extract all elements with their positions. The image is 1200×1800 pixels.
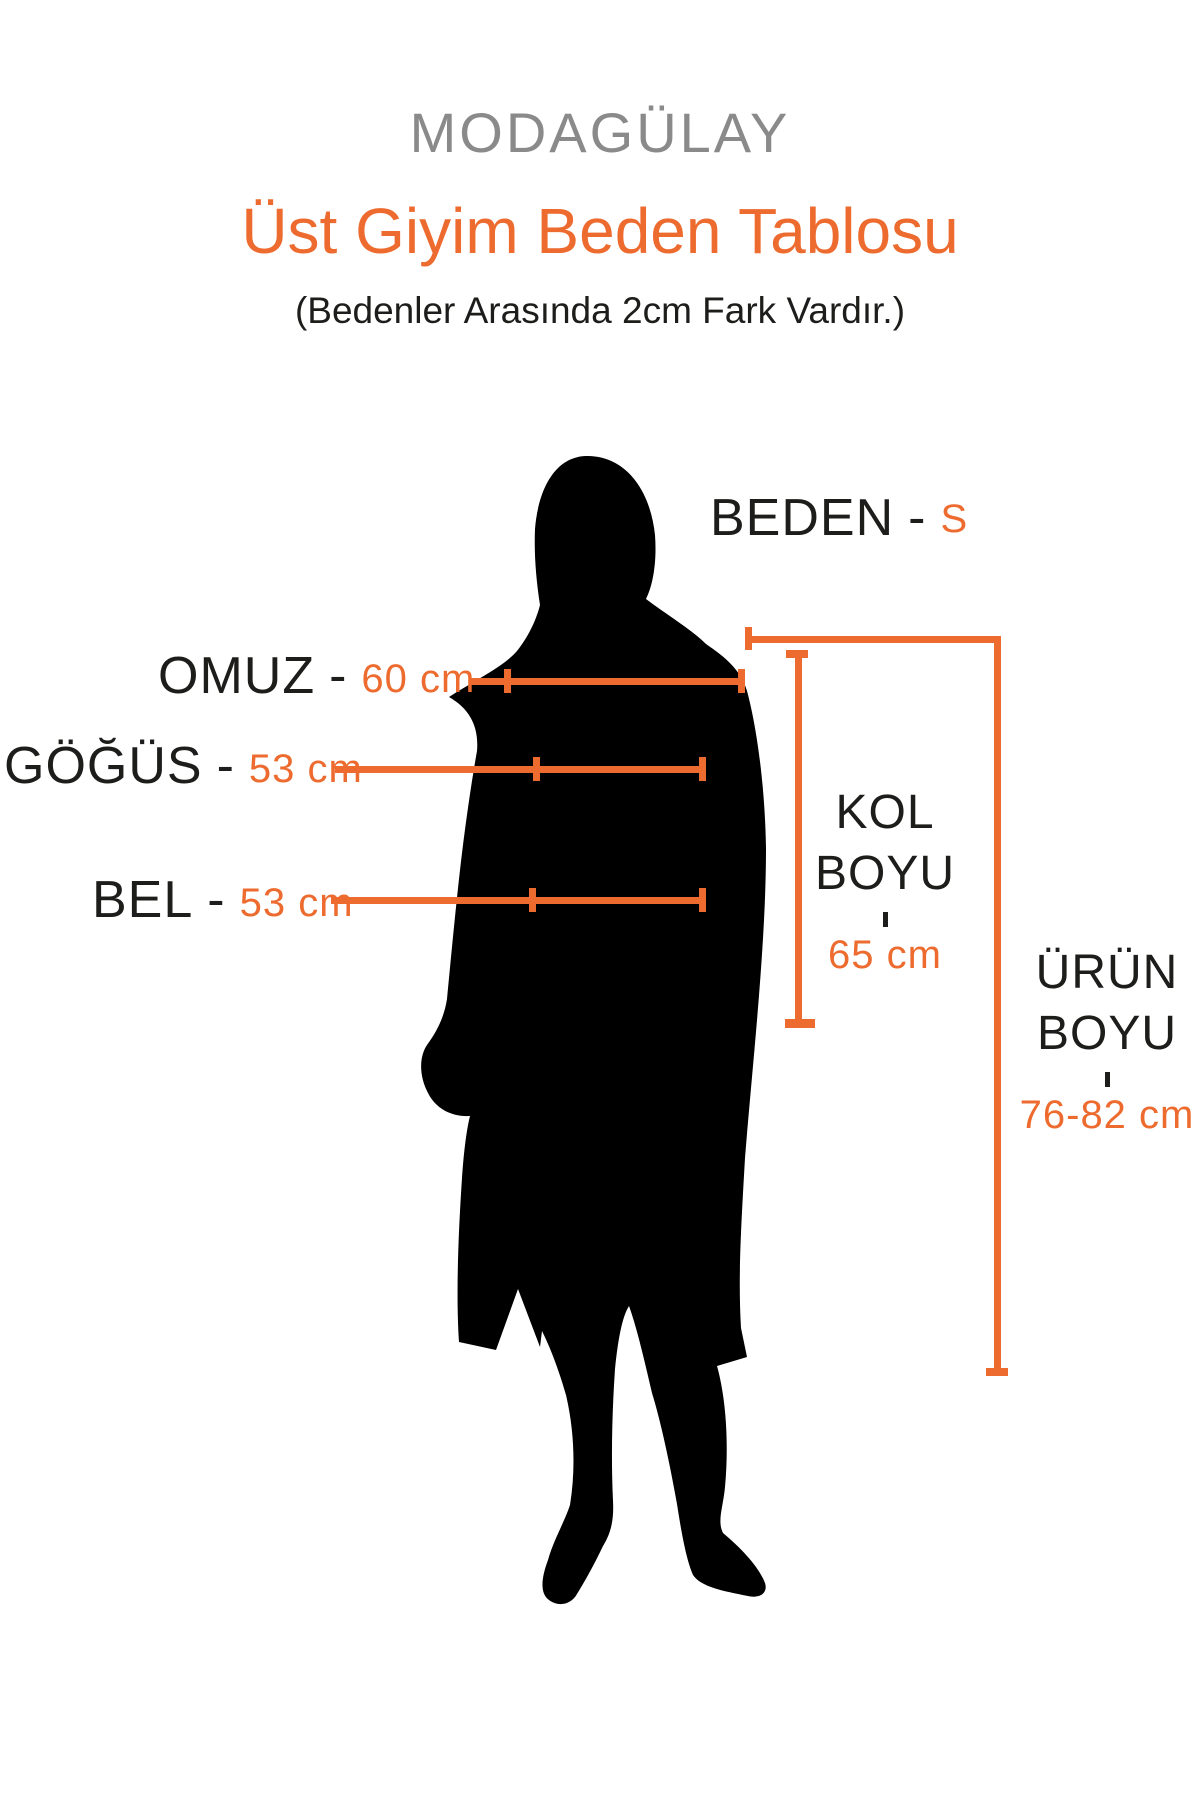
gogus-measure-line (335, 766, 706, 773)
page-title: Üst Giyim Beden Tablosu (241, 195, 959, 267)
size-label: BEDEN (710, 489, 895, 547)
omuz-measure-line (470, 678, 745, 685)
brand-logo: MODAGÜLAY (409, 101, 791, 164)
bel-separator: - (207, 871, 226, 929)
urun-boyu-bottom-bar (986, 1368, 1008, 1376)
urun-boyu-label-line2: BOYU (1036, 1007, 1178, 1060)
urun-boyu-dash (1104, 1072, 1110, 1087)
measure-row-omuz: OMUZ - 60 cm (158, 646, 475, 706)
omuz-separator: - (329, 647, 348, 705)
kol-boyu-dash (882, 912, 888, 927)
measure-row-bel: BEL - 53 cm (92, 870, 354, 930)
urun-boyu-top-line (748, 636, 1001, 643)
gogus-separator: - (216, 737, 235, 795)
kol-boyu-measure-line (795, 650, 802, 1027)
size-row: BEDEN - S (710, 488, 968, 548)
gogus-label: GÖĞÜS (4, 737, 203, 795)
gogus-tick-right (699, 757, 706, 781)
kol-boyu-block: KOL BOYU 65 cm (800, 782, 970, 978)
gogus-tick-left (533, 757, 540, 781)
omuz-value: 60 cm (361, 657, 476, 701)
kol-boyu-label-line1: KOL (835, 786, 935, 839)
urun-boyu-block: ÜRÜN BOYU 76-82 cm (1018, 942, 1196, 1138)
omuz-tick-left (504, 669, 511, 693)
kol-boyu-value: 65 cm (828, 933, 942, 977)
page-subtitle: (Bedenler Arasında 2cm Fark Vardır.) (294, 290, 906, 331)
measure-row-gogus: GÖĞÜS - 53 cm (4, 736, 363, 796)
urun-boyu-value: 76-82 cm (1019, 1093, 1195, 1137)
kol-boyu-label-line2: BOYU (814, 847, 956, 900)
bel-label: BEL (92, 871, 194, 929)
urun-boyu-label-line1: ÜRÜN (1035, 946, 1179, 999)
size-value: S (940, 497, 969, 541)
urun-boyu-measure-line (994, 636, 1001, 1376)
kol-boyu-bottom-bar (785, 1019, 815, 1028)
bel-tick-right (699, 888, 706, 912)
omuz-tick-right (738, 669, 745, 693)
bel-tick-left (529, 888, 536, 912)
bel-measure-line (331, 897, 706, 904)
size-separator: - (908, 489, 927, 547)
omuz-label: OMUZ (158, 647, 316, 705)
